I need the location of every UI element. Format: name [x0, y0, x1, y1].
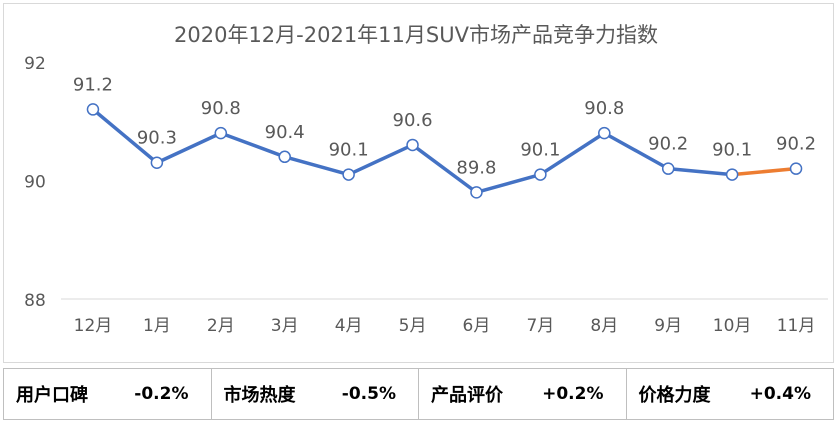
data-label: 90.1 — [712, 140, 752, 161]
y-tick-label: 90 — [24, 173, 46, 193]
x-tick-label: 3月 — [271, 316, 299, 336]
drop-lines — [92, 115, 797, 299]
metric-label: 市场热度 — [223, 385, 296, 406]
data-point — [214, 126, 228, 140]
data-point — [470, 186, 483, 199]
axes: 88 90 92 12月 1月 2月 3月 4月 5月 6月 7月 8月 9月 10月 11月 — [24, 54, 828, 336]
x-tick-label: 10月 — [713, 316, 752, 336]
series-segment — [219, 131, 287, 159]
metric-label: 价格力度 — [638, 385, 711, 406]
data-label: 90.1 — [329, 140, 369, 161]
data-label: 91.2 — [73, 74, 113, 95]
metric-product-review: 产品评价 +0.2% — [419, 369, 627, 419]
series-segment-highlight — [730, 166, 798, 177]
data-label: 90.1 — [520, 140, 560, 161]
chart-container: 2020年12月-2021年11月SUV市场产品竞争力指数 88 90 92 12月 1… — [3, 3, 834, 363]
x-tick-label: 12月 — [74, 316, 113, 336]
data-point — [342, 168, 355, 181]
x-tick-label: 4月 — [335, 316, 363, 336]
series-lines — [91, 107, 798, 195]
data-points — [86, 103, 803, 199]
metric-user-reputation: 用户口碑 -0.2% — [4, 369, 212, 419]
metric-value: +0.4% — [749, 384, 811, 404]
data-label: 90.3 — [137, 128, 177, 149]
series-segment — [602, 131, 670, 171]
chart-title: 2020年12月-2021年11月SUV市场产品竞争力指数 — [174, 23, 658, 47]
metrics-bar: 用户口碑 -0.2% 市场热度 -0.5% 产品评价 +0.2% 价格力度 +0… — [3, 368, 834, 420]
series-segment — [282, 155, 351, 177]
line-chart: 2020年12月-2021年11月SUV市场产品竞争力指数 88 90 92 12月 1… — [24, 23, 828, 336]
series-segment — [410, 143, 479, 195]
data-label: 89.8 — [456, 157, 496, 178]
metric-market-heat: 市场热度 -0.5% — [212, 369, 419, 419]
data-point — [725, 168, 739, 181]
data-point — [534, 168, 547, 181]
series-segment — [346, 143, 415, 177]
x-tick-label: 7月 — [526, 316, 554, 336]
data-label: 90.8 — [201, 98, 241, 119]
data-point — [406, 138, 419, 152]
x-tick-label: 1月 — [143, 316, 171, 336]
data-point — [661, 162, 675, 175]
metric-value: -0.5% — [341, 384, 396, 404]
data-label: 90.4 — [265, 122, 305, 143]
x-tick-label: 6月 — [463, 316, 491, 336]
series-segment — [538, 131, 607, 177]
data-point — [598, 126, 611, 140]
data-label: 90.2 — [648, 134, 688, 155]
data-point — [86, 103, 100, 116]
x-tick-label: 5月 — [399, 316, 427, 336]
x-tick-label: 8月 — [590, 316, 618, 336]
data-point — [789, 162, 803, 175]
metric-price-strength: 价格力度 +0.4% — [627, 369, 834, 419]
metric-value: +0.2% — [542, 384, 604, 404]
data-label: 90.8 — [584, 98, 624, 119]
metric-value: -0.2% — [134, 384, 189, 404]
series-segment — [91, 107, 159, 165]
metric-label: 用户口碑 — [16, 385, 88, 406]
metric-label: 产品评价 — [431, 385, 503, 406]
y-tick-label: 88 — [24, 291, 46, 311]
series-segment — [666, 166, 734, 177]
data-labels: 91.2 90.3 90.8 90.4 90.1 90.6 89.8 90.1 90.8 90.2… — [73, 74, 816, 178]
x-tick-label: 9月 — [654, 316, 682, 336]
x-tick-label: 2月 — [207, 316, 235, 336]
data-label: 90.2 — [776, 134, 816, 155]
series-segment — [474, 172, 543, 195]
series-segment — [155, 131, 223, 165]
y-tick-label: 92 — [24, 54, 46, 74]
x-tick-label: 11月 — [777, 316, 816, 336]
data-point — [150, 156, 164, 169]
data-point — [278, 150, 291, 164]
data-label: 90.6 — [393, 110, 433, 131]
